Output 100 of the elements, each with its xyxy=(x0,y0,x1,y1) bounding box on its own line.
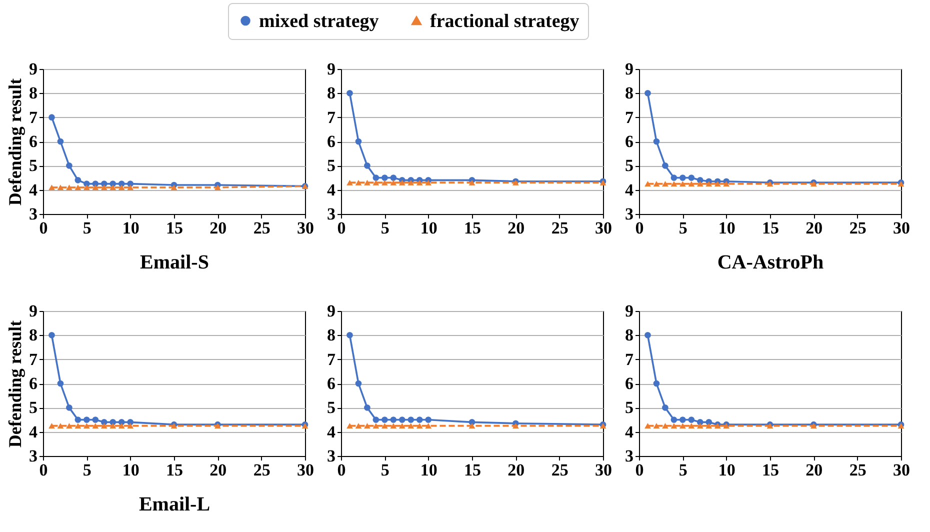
point xyxy=(706,181,712,187)
point xyxy=(670,423,678,429)
point xyxy=(390,416,397,423)
x-tick-label: 20 xyxy=(508,218,525,238)
point xyxy=(48,114,55,120)
x-tick-label: 5 xyxy=(380,218,390,238)
point xyxy=(408,180,414,186)
x-tick-label: 10 xyxy=(420,460,438,480)
y-tick-label: 4 xyxy=(327,180,336,200)
x-tick-label: 5 xyxy=(82,460,92,480)
point xyxy=(408,416,414,423)
y-tick-label: 8 xyxy=(625,84,634,103)
point xyxy=(390,174,397,181)
point xyxy=(416,416,423,423)
point xyxy=(127,184,134,190)
point xyxy=(118,180,125,187)
point xyxy=(382,174,388,181)
point xyxy=(714,181,721,187)
y-tick-label: 6 xyxy=(29,374,38,393)
point xyxy=(92,423,99,429)
point xyxy=(696,181,704,187)
point xyxy=(84,180,90,187)
x-tick-label: 30 xyxy=(297,460,314,480)
point xyxy=(346,180,353,186)
point xyxy=(653,138,660,145)
y-tick-label: 8 xyxy=(29,84,38,103)
x-tick-label: 0 xyxy=(337,218,346,238)
x-tick-label: 15 xyxy=(166,218,183,238)
y-tick-label: 9 xyxy=(625,302,634,320)
point xyxy=(662,404,668,411)
point xyxy=(74,416,82,423)
x-tick-label: 20 xyxy=(806,460,823,480)
point xyxy=(355,180,362,186)
point xyxy=(670,174,678,181)
point xyxy=(57,184,64,190)
x-tick-label: 0 xyxy=(635,218,644,238)
y-tick-label: 5 xyxy=(625,156,634,176)
point xyxy=(653,423,660,429)
point xyxy=(416,180,423,186)
y-tick-label: 6 xyxy=(625,374,634,393)
y-tick-label: 8 xyxy=(327,326,336,345)
point xyxy=(382,423,388,429)
point xyxy=(416,423,423,429)
point xyxy=(468,180,476,186)
point xyxy=(100,423,108,429)
point xyxy=(390,423,397,429)
point xyxy=(74,184,82,190)
point xyxy=(425,416,432,423)
point xyxy=(48,184,55,190)
point xyxy=(48,423,55,429)
y-tick-label: 3 xyxy=(327,204,336,224)
y-tick-label: 5 xyxy=(29,398,38,418)
y-tick-label: 7 xyxy=(29,108,38,127)
point xyxy=(398,416,406,423)
y-tick-label: 6 xyxy=(29,132,38,151)
x-tick-label: 25 xyxy=(849,218,866,238)
x-tick-label: 15 xyxy=(464,460,481,480)
point xyxy=(644,90,651,96)
x-tick-label: 15 xyxy=(762,218,779,238)
y-tick-label: 4 xyxy=(625,180,634,200)
y-tick-label: 9 xyxy=(625,60,634,78)
y-tick-label: 4 xyxy=(29,180,38,200)
x-tick-label: 15 xyxy=(762,460,779,480)
x-tick-label: 30 xyxy=(893,460,910,480)
x-tick-label: 30 xyxy=(893,218,910,238)
point xyxy=(372,180,380,186)
legend-label: mixed strategy xyxy=(259,10,380,32)
y-tick-label: 7 xyxy=(327,108,336,127)
point xyxy=(390,180,397,186)
point xyxy=(688,416,695,423)
y-tick-label: 6 xyxy=(327,132,336,151)
x-axis-title: Email-L xyxy=(138,494,210,516)
point xyxy=(84,184,90,190)
y-tick-label: 5 xyxy=(327,398,336,418)
point xyxy=(512,423,519,429)
x-tick-label: 5 xyxy=(678,460,688,480)
point xyxy=(74,423,82,429)
point xyxy=(670,416,678,423)
point xyxy=(100,184,108,190)
point xyxy=(74,177,82,184)
point xyxy=(346,423,353,429)
x-tick-label: 30 xyxy=(595,460,612,480)
x-tick-label: 0 xyxy=(39,218,48,238)
point xyxy=(468,423,476,429)
y-tick-label: 9 xyxy=(327,60,336,78)
x-tick-label: 10 xyxy=(122,218,140,238)
x-tick-label: 5 xyxy=(380,460,390,480)
point xyxy=(48,332,55,338)
y-axis-title: Defending result xyxy=(5,78,25,206)
y-tick-label: 3 xyxy=(625,204,634,224)
x-tick-label: 20 xyxy=(210,460,227,480)
point xyxy=(110,423,116,429)
point xyxy=(680,423,686,429)
point xyxy=(170,184,178,190)
point xyxy=(425,423,432,429)
y-tick-label: 4 xyxy=(625,422,634,442)
x-tick-label: 5 xyxy=(678,218,688,238)
point xyxy=(66,184,72,190)
point xyxy=(688,423,695,429)
y-tick-label: 7 xyxy=(327,350,336,369)
